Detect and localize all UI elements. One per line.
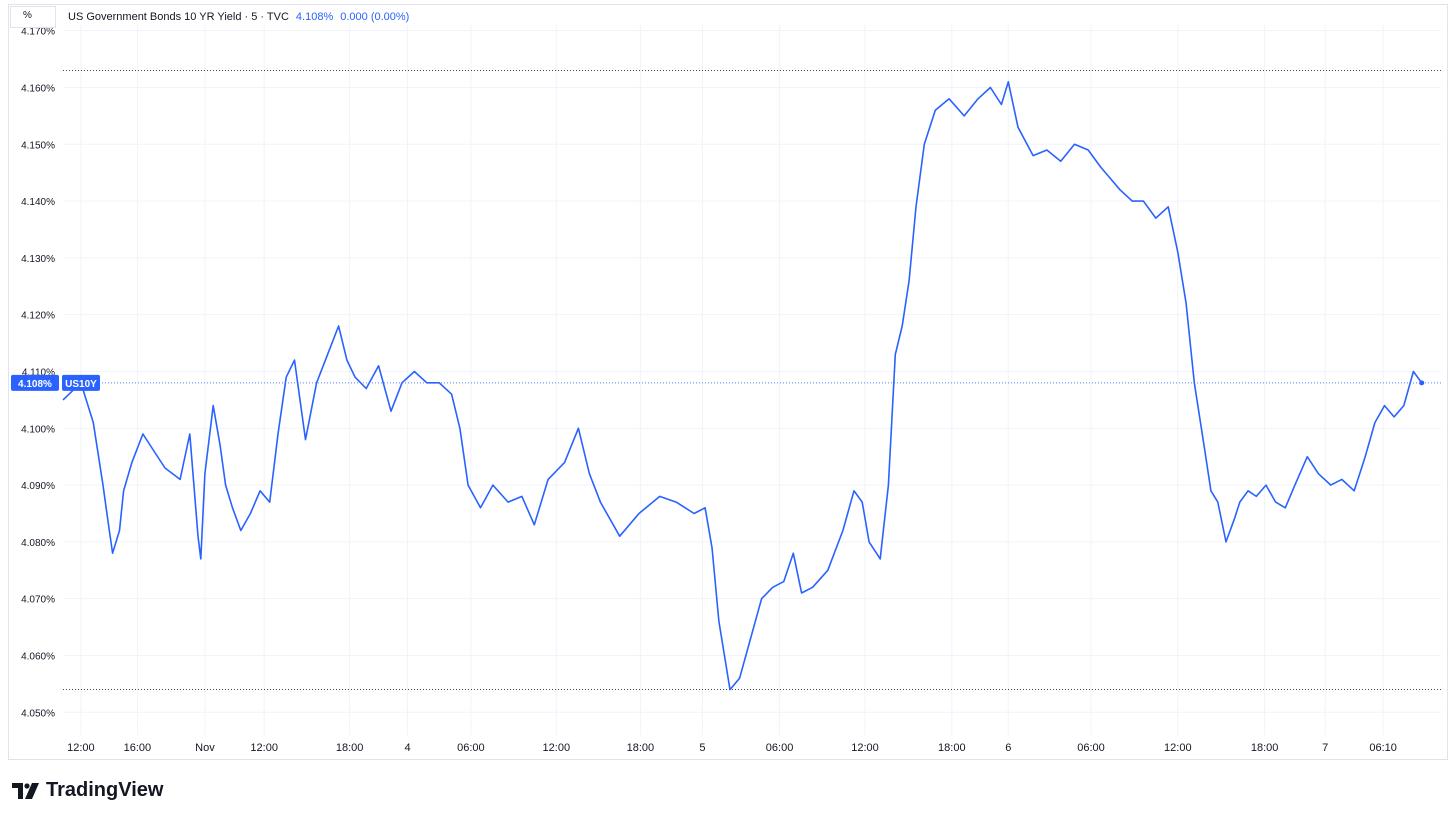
x-tick-label: 06:00 [457,742,485,754]
change-value: 0.000 (0.00%) [340,11,410,23]
x-tick-label: 4 [404,742,410,754]
price-chart[interactable]: 4.050% 4.060% 4.070% 4.080% 4.090% 4.100% 4.11… [9,5,1447,759]
percent-scale-button[interactable]: % [10,6,56,28]
x-tick-label: 12:00 [851,742,879,754]
tradingview-brand[interactable]: TradingView [12,779,163,802]
x-tick-label: 18:00 [1251,742,1279,754]
x-tick-label: 12:00 [250,742,278,754]
chart-frame: 4.050% 4.060% 4.070% 4.080% 4.090% 4.100% 4.11… [8,4,1448,760]
brand-name: TradingView [46,779,164,801]
x-tick-label: 18:00 [336,742,364,754]
price-tag-value: 4.108% [18,379,52,390]
last-value: 4.108% [295,11,334,23]
yield-series-line [62,81,1423,691]
price-tag-box [11,374,59,391]
x-tick-label: 12:00 [67,742,95,754]
y-tick-label: 4.090% [21,481,55,492]
y-tick-label: 4.170% [21,27,55,38]
tradingview-logo-icon [12,782,39,799]
x-tick-label: 6 [1005,742,1011,754]
y-tick-label: 4.130% [21,254,55,265]
x-tick-label: 06:10 [1369,742,1397,754]
x-tick-label: 06:00 [766,742,794,754]
x-tick-label: 12:00 [543,742,571,754]
y-tick-label: 4.070% [21,595,55,606]
symbol-title[interactable]: US Government Bonds 10 YR Yield · 5 · TV… [68,11,289,23]
symbol-tag-label: US10Y [65,379,97,390]
x-tick-label: 18:00 [627,742,655,754]
y-tick-label: 4.050% [21,708,55,719]
y-tick-label: 4.120% [21,311,55,322]
y-tick-label: 4.080% [21,538,55,549]
x-tick-label: 7 [1322,742,1328,754]
x-tick-label: 12:00 [1164,742,1192,754]
x-tick-label: 06:00 [1077,742,1105,754]
x-tick-label: 18:00 [938,742,966,754]
last-point-marker [1419,380,1425,386]
y-tick-label: 4.140% [21,197,55,208]
x-tick-label: Nov [195,742,215,754]
y-tick-label: 4.160% [21,83,55,94]
y-tick-label: 4.100% [21,424,55,435]
legend-header: % US Government Bonds 10 YR Yield · 5 · … [10,6,409,28]
y-tick-label: 4.110% [22,367,55,378]
y-tick-label: 4.150% [21,140,55,151]
symbol-tag-box [62,374,100,391]
y-tick-label: 4.060% [21,651,55,662]
x-tick-label: 5 [699,742,705,754]
x-tick-label: 16:00 [124,742,152,754]
